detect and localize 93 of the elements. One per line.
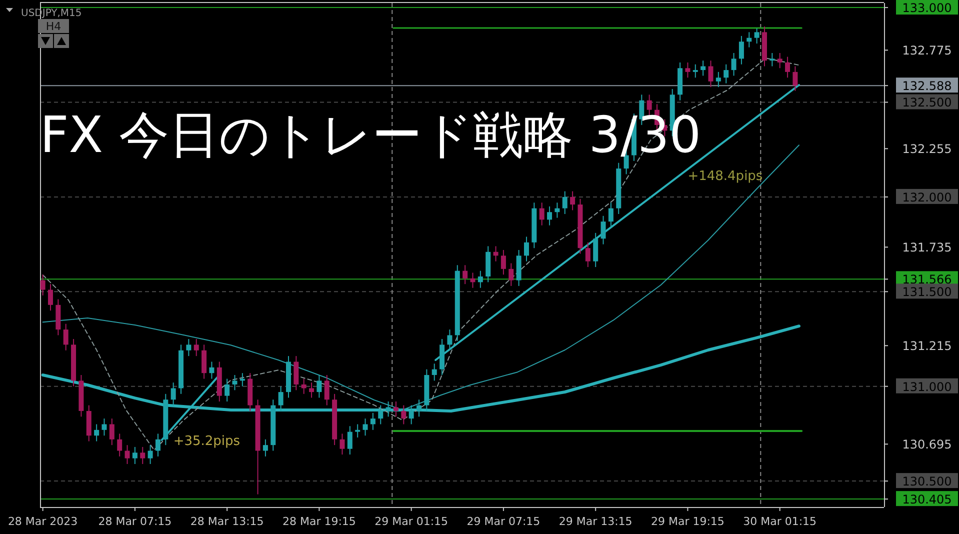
candlestick bbox=[186, 338, 192, 357]
x-tick-label: 30 Mar 01:15 bbox=[743, 515, 817, 528]
candlestick bbox=[393, 401, 398, 418]
candlestick bbox=[585, 242, 590, 268]
candlestick bbox=[562, 190, 568, 214]
candlestick bbox=[432, 363, 437, 382]
candlestick bbox=[792, 66, 798, 92]
candlestick bbox=[539, 202, 544, 226]
candlestick bbox=[262, 438, 268, 457]
candlestick bbox=[570, 190, 576, 211]
candlestick bbox=[117, 433, 122, 457]
candlestick bbox=[347, 426, 352, 456]
x-tick-label: 28 Mar 07:15 bbox=[98, 515, 172, 528]
candlestick bbox=[278, 386, 284, 412]
candlestick bbox=[508, 262, 514, 286]
y-tick-label: 132.588 bbox=[902, 79, 952, 94]
candlestick bbox=[140, 446, 146, 465]
candlestick bbox=[493, 246, 498, 262]
annotation: +148.4pips bbox=[688, 169, 763, 184]
candlestick bbox=[554, 202, 560, 218]
x-tick-label: 28 Mar 13:15 bbox=[190, 515, 264, 528]
y-tick-label: 132.255 bbox=[902, 142, 952, 156]
candlestick bbox=[48, 284, 53, 312]
candlestick bbox=[362, 418, 368, 436]
y-tick-label: 132.000 bbox=[902, 190, 952, 204]
y-tick-label: 132.775 bbox=[902, 44, 952, 58]
candlestick bbox=[109, 418, 114, 446]
candlestick bbox=[478, 270, 483, 288]
candlestick bbox=[94, 424, 100, 442]
y-tick-label: 130.695 bbox=[902, 438, 952, 452]
candlestick bbox=[124, 444, 130, 465]
candlestick bbox=[754, 28, 760, 44]
candlestick bbox=[470, 272, 476, 288]
candlestick bbox=[316, 374, 322, 398]
candlestick bbox=[524, 236, 529, 262]
candlestick bbox=[785, 56, 790, 78]
x-tick-label: 28 Mar 19:15 bbox=[282, 515, 356, 528]
candlestick bbox=[132, 446, 138, 465]
candlestick bbox=[148, 444, 153, 465]
x-tick-label: 29 Mar 13:15 bbox=[558, 515, 632, 528]
candlestick bbox=[155, 433, 160, 457]
candlestick bbox=[608, 202, 614, 228]
y-tick-label: 130.405 bbox=[902, 492, 952, 507]
candlestick bbox=[708, 60, 714, 88]
candlestick bbox=[777, 52, 782, 69]
candlestick bbox=[224, 378, 230, 402]
candlestick bbox=[685, 62, 690, 78]
annotation: H4 bbox=[46, 20, 62, 33]
candlestick bbox=[746, 32, 752, 48]
candlestick bbox=[63, 323, 68, 351]
candlestick bbox=[547, 206, 552, 226]
candlestick bbox=[770, 52, 775, 67]
y-tick-label: 131.566 bbox=[902, 272, 952, 287]
candlestick bbox=[209, 361, 214, 380]
candlestick bbox=[301, 378, 306, 394]
x-tick-label: 29 Mar 01:15 bbox=[374, 515, 448, 528]
candlestick bbox=[731, 52, 736, 76]
y-tick-label: 131.000 bbox=[902, 380, 952, 394]
candlestick bbox=[40, 274, 46, 296]
candlestick bbox=[102, 418, 107, 436]
y-tick-label: 132.500 bbox=[902, 96, 952, 110]
y-tick-label: 133.000 bbox=[902, 1, 952, 16]
x-tick-label: 29 Mar 19:15 bbox=[650, 515, 724, 528]
candlestick bbox=[232, 374, 238, 391]
candlestick bbox=[447, 329, 452, 351]
candlestick bbox=[294, 356, 299, 391]
candlestick bbox=[194, 338, 199, 357]
candlestick bbox=[170, 382, 176, 406]
candlestick bbox=[700, 60, 706, 76]
candlestick bbox=[202, 344, 207, 380]
x-tick-label: 28 Mar 2023 bbox=[8, 515, 78, 528]
candlestick bbox=[716, 71, 721, 88]
candlestick bbox=[355, 424, 360, 438]
line-series bbox=[42, 58, 800, 450]
y-tick-label: 131.215 bbox=[902, 339, 952, 354]
candlestick bbox=[378, 404, 384, 425]
candlestick bbox=[324, 374, 330, 406]
candlestick bbox=[724, 64, 729, 84]
candlestick bbox=[462, 264, 468, 285]
candlestick bbox=[500, 249, 506, 276]
x-tick-label: 29 Mar 07:15 bbox=[466, 515, 540, 528]
candlestick bbox=[401, 404, 406, 425]
candlestick bbox=[692, 64, 698, 78]
annotation: +35.2pips bbox=[173, 434, 240, 449]
candlestick bbox=[370, 412, 376, 430]
candlestick bbox=[600, 215, 606, 245]
candlestick bbox=[593, 232, 598, 268]
candlestick bbox=[340, 433, 345, 456]
candlestick bbox=[738, 35, 744, 65]
candlestick bbox=[309, 382, 314, 398]
y-tick-label: 130.500 bbox=[902, 474, 952, 489]
y-tick-label: 131.735 bbox=[902, 240, 952, 255]
y-tick-label: 131.500 bbox=[902, 285, 952, 300]
